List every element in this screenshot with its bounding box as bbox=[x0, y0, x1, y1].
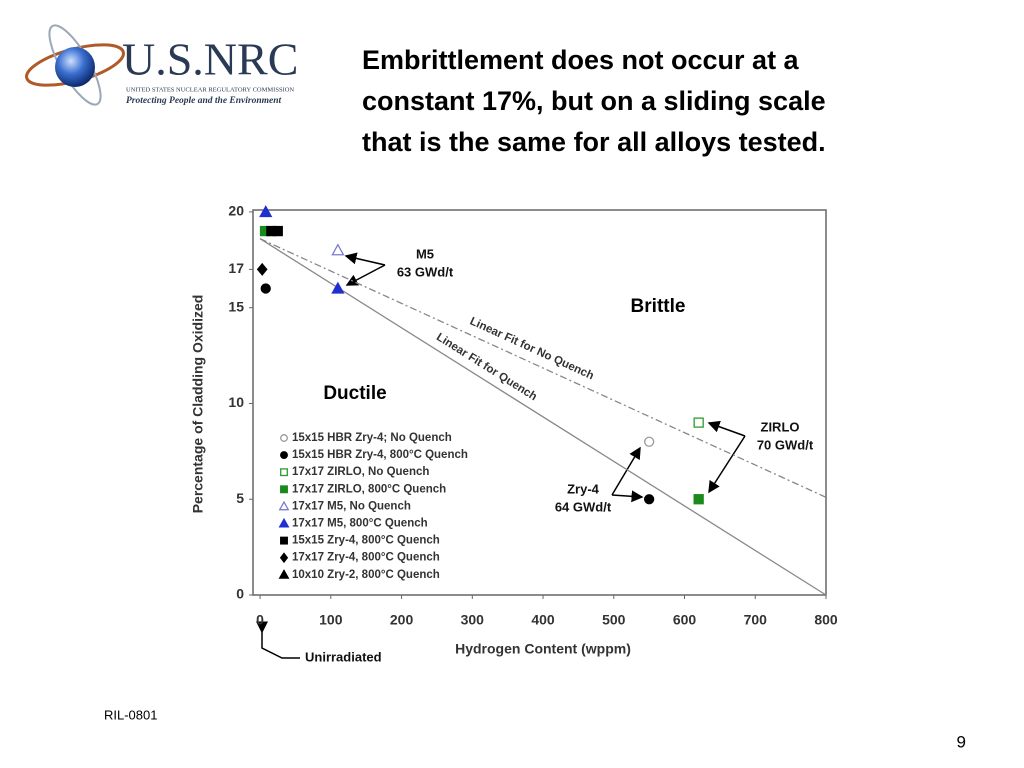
fit-line bbox=[259, 238, 827, 498]
data-point bbox=[260, 283, 271, 294]
data-point bbox=[259, 205, 273, 218]
data-point bbox=[331, 281, 345, 294]
title-line: that is the same for all alloys tested. bbox=[362, 127, 826, 157]
annotation: M5 bbox=[416, 246, 434, 261]
legend-label: 15x15 HBR Zry-4, 800°C Quench bbox=[292, 449, 468, 461]
x-tick-label: 800 bbox=[814, 612, 838, 628]
x-note: Unirradiated bbox=[305, 649, 382, 664]
y-tick-label: 0 bbox=[236, 586, 244, 602]
legend-label: 17x17 M5, No Quench bbox=[292, 500, 411, 512]
data-point bbox=[256, 262, 268, 276]
plot-frame bbox=[252, 209, 827, 596]
y-tick-label: 17 bbox=[228, 260, 244, 276]
data-point bbox=[693, 494, 704, 505]
region-label: Brittle bbox=[631, 296, 686, 317]
x-tick-label: 400 bbox=[531, 612, 555, 628]
x-axis-label: Hydrogen Content (wppm) bbox=[455, 641, 631, 657]
legend-label: 15x15 Zry-4, 800°C Quench bbox=[292, 535, 440, 547]
legend-label: 17x17 ZIRLO, 800°C Quench bbox=[292, 483, 446, 495]
data-point bbox=[693, 417, 704, 428]
legend-marker bbox=[278, 569, 290, 579]
legend-label: 10x10 Zry-2, 800°C Quench bbox=[292, 569, 440, 581]
data-point bbox=[643, 494, 655, 505]
fit-line bbox=[259, 238, 827, 596]
annotation: 63 GWd/t bbox=[397, 264, 454, 279]
legend-marker bbox=[280, 451, 288, 460]
y-tick-label: 20 bbox=[228, 203, 244, 219]
annotation: Zry-4 bbox=[567, 481, 600, 496]
annotations: M5 63 GWd/t ZIRLO 70 GWd/t Zry-4 64 GWd/… bbox=[256, 246, 814, 664]
legend-marker bbox=[280, 536, 288, 545]
data-point bbox=[272, 225, 283, 237]
legend-marker bbox=[280, 468, 288, 477]
legend-marker bbox=[280, 434, 288, 442]
legend-marker bbox=[280, 485, 288, 494]
title-line: Embrittlement does not occur at a bbox=[362, 45, 800, 75]
data-point bbox=[331, 243, 345, 256]
x-tick-label: 500 bbox=[602, 612, 626, 628]
region-label: Ductile bbox=[323, 383, 386, 404]
footer-source: RIL-0801 bbox=[104, 707, 157, 722]
logo-motto: Protecting People and the Environment bbox=[126, 96, 282, 106]
annotation: 70 GWd/t bbox=[757, 437, 814, 452]
legend-marker bbox=[278, 517, 290, 528]
legend-label: 17x17 ZIRLO, No Quench bbox=[292, 466, 429, 478]
x-tick-label: 200 bbox=[390, 612, 414, 628]
y-axis-label: Percentage of Cladding Oxidized bbox=[190, 295, 206, 514]
data-point bbox=[643, 436, 655, 447]
x-tick-label: 300 bbox=[461, 612, 485, 628]
y-tick-label: 10 bbox=[228, 394, 244, 410]
x-tick-label: 100 bbox=[319, 612, 343, 628]
logo-agency: UNITED STATES NUCLEAR REGULATORY COMMISS… bbox=[126, 86, 294, 93]
y-tick-label: 15 bbox=[228, 298, 244, 314]
annotation: 64 GWd/t bbox=[555, 499, 612, 514]
legend-label: 17x17 M5, 800°C Quench bbox=[292, 518, 428, 530]
logo-name: U.S.NRC bbox=[122, 34, 298, 85]
legend-marker bbox=[278, 500, 290, 511]
y-tick-label: 5 bbox=[236, 490, 244, 506]
legend-marker bbox=[279, 552, 289, 564]
legend-label: 17x17 Zry-4, 800°C Quench bbox=[292, 552, 440, 564]
title-line: constant 17%, but on a sliding scale bbox=[362, 86, 826, 116]
x-tick-label: 0 bbox=[256, 612, 264, 628]
legend-label: 15x15 HBR Zry-4; No Quench bbox=[292, 432, 452, 444]
page-number: 9 bbox=[957, 732, 966, 751]
x-tick-label: 600 bbox=[673, 612, 697, 628]
logo: U.S.NRC UNITED STATES NUCLEAR REGULATORY… bbox=[25, 24, 298, 106]
annotation: ZIRLO bbox=[761, 419, 800, 434]
x-tick-label: 700 bbox=[744, 612, 768, 628]
